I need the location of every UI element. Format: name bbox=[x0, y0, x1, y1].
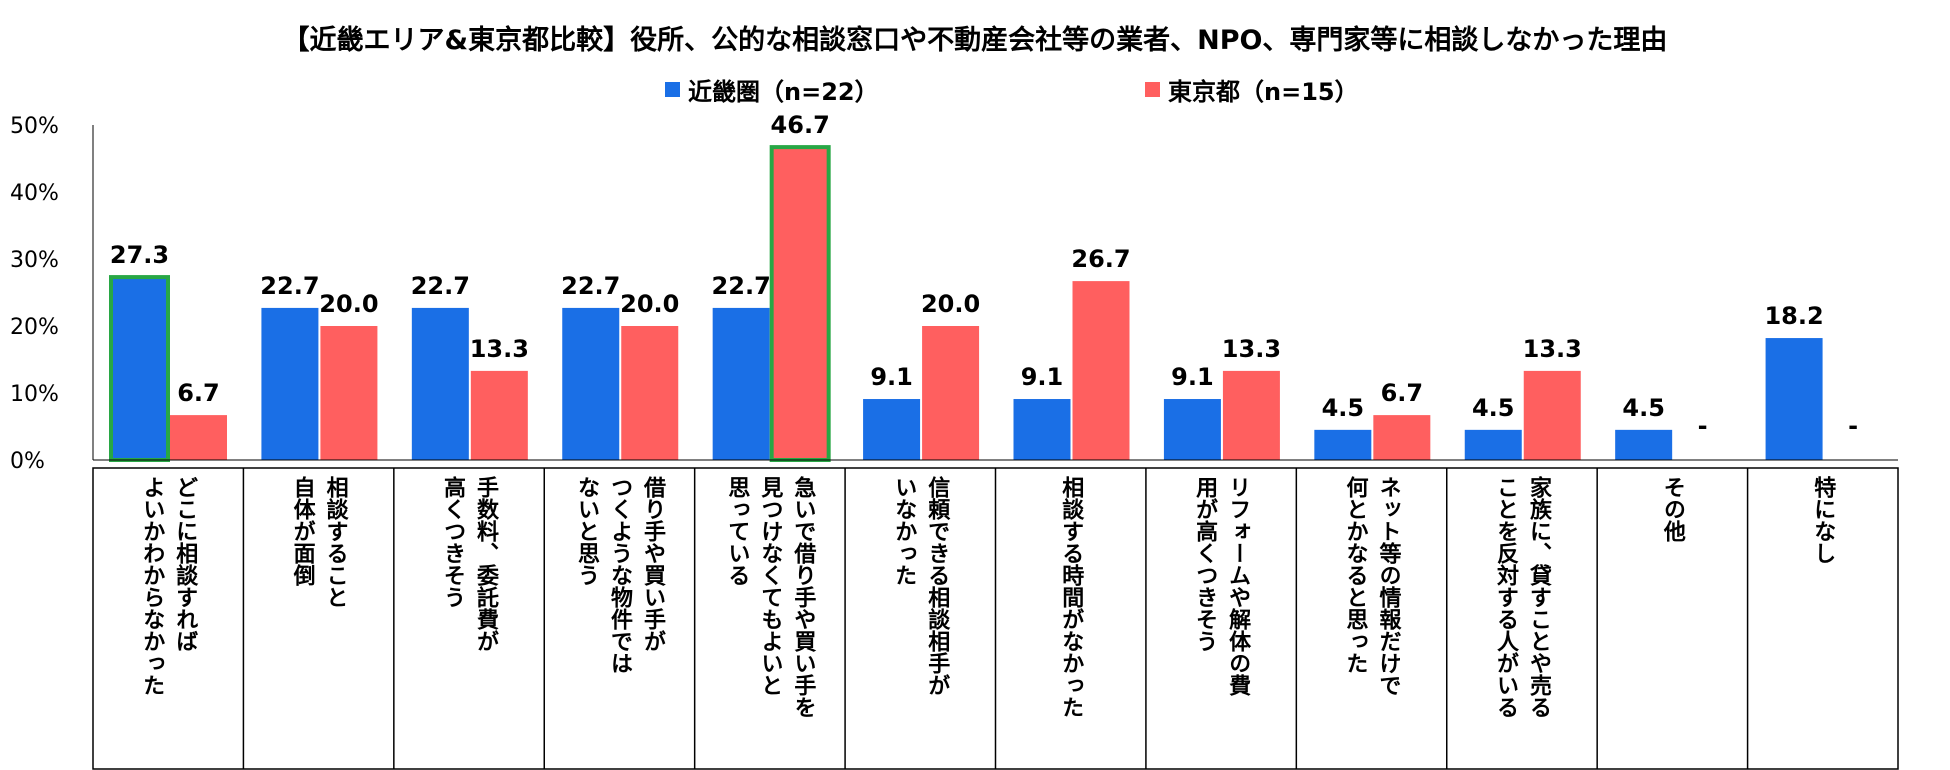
category-label: 相談する時間がなかった bbox=[1058, 476, 1084, 718]
data-label: 22.7 bbox=[712, 272, 771, 300]
data-label: 13.3 bbox=[470, 335, 529, 363]
data-label: 20.0 bbox=[319, 290, 378, 318]
data-label: 27.3 bbox=[110, 241, 169, 269]
legend-swatch-tokyo bbox=[1145, 82, 1160, 97]
bar-tokyo bbox=[1072, 281, 1130, 460]
data-label: 9.1 bbox=[1171, 363, 1214, 391]
bar-tokyo bbox=[320, 326, 378, 460]
bar-kinki bbox=[411, 307, 469, 460]
data-label: 13.3 bbox=[1523, 335, 1582, 363]
y-tick-label: 0% bbox=[10, 449, 45, 474]
data-label: 26.7 bbox=[1071, 245, 1130, 273]
bar-tokyo bbox=[1373, 415, 1431, 460]
chart-title: 【近畿エリア&東京都比較】役所、公的な相談窓口や不動産会社等の業者、NPO、専門… bbox=[282, 25, 1668, 56]
data-label: 20.0 bbox=[620, 290, 679, 318]
data-label: 4.5 bbox=[1322, 394, 1365, 422]
data-label: - bbox=[1848, 412, 1858, 440]
category-label: 手数料、委託費が 高くつきそう bbox=[440, 476, 499, 652]
bar-kinki bbox=[109, 275, 170, 462]
category-label: 信頼できる相談相手が いなかった bbox=[891, 476, 950, 696]
bar-kinki bbox=[1314, 429, 1372, 460]
category-label: ネット等の情報だけで 何とかなると思った bbox=[1342, 476, 1401, 696]
legend-label-tokyo: 東京都（n=15） bbox=[1168, 78, 1359, 106]
category-label: 家族に、貸すことや売る ことを反対する人がいる bbox=[1492, 476, 1551, 718]
data-label: 4.5 bbox=[1622, 394, 1665, 422]
data-label: 9.1 bbox=[1021, 363, 1064, 391]
data-label: 6.7 bbox=[177, 379, 220, 407]
bar-tokyo bbox=[922, 326, 980, 460]
bar-tokyo bbox=[621, 326, 679, 460]
data-label: 6.7 bbox=[1381, 379, 1424, 407]
data-label: 22.7 bbox=[561, 272, 620, 300]
bar-kinki bbox=[1464, 429, 1522, 460]
legend: 近畿圏（n=22） 東京都（n=15） bbox=[0, 72, 1950, 106]
bar-kinki bbox=[1615, 429, 1673, 460]
data-label: 4.5 bbox=[1472, 394, 1515, 422]
y-tick-label: 40% bbox=[10, 181, 59, 206]
legend-item-tokyo: 東京都（n=15） bbox=[1145, 72, 1359, 107]
bar-tokyo bbox=[1222, 370, 1280, 460]
bar-kinki bbox=[712, 307, 770, 460]
category-label: どこに相談すれば よいかわからなかった bbox=[139, 476, 198, 696]
data-label: 22.7 bbox=[411, 272, 470, 300]
bar-tokyo bbox=[470, 370, 528, 460]
bar-kinki bbox=[1163, 399, 1221, 460]
y-tick-label: 20% bbox=[10, 315, 59, 340]
bar-kinki bbox=[863, 399, 921, 460]
category-label: リフォームや解体の費 用が高くつきそう bbox=[1192, 476, 1251, 696]
legend-label-kinki: 近畿圏（n=22） bbox=[688, 78, 879, 106]
category-label: 特になし bbox=[1810, 476, 1836, 564]
bar-tokyo bbox=[769, 145, 831, 463]
bar-kinki bbox=[1765, 338, 1823, 460]
category-label: 急いで借り手や買い手を 見つけなくてもよいと 思っている bbox=[724, 476, 816, 718]
bar-tokyo bbox=[170, 415, 227, 460]
y-tick-label: 50% bbox=[10, 114, 59, 139]
bar-tokyo bbox=[1523, 370, 1581, 460]
category-label: 借り手や買い手が つくような物件では ないと思う bbox=[573, 476, 665, 674]
category-label: その他 bbox=[1659, 476, 1685, 542]
data-label: 9.1 bbox=[870, 363, 913, 391]
data-label: - bbox=[1698, 412, 1708, 440]
legend-item-kinki: 近畿圏（n=22） bbox=[665, 72, 879, 107]
bar-kinki bbox=[1013, 399, 1071, 460]
data-label: 18.2 bbox=[1764, 302, 1823, 330]
bar-kinki bbox=[562, 307, 620, 460]
data-label: 22.7 bbox=[260, 272, 319, 300]
data-label: 46.7 bbox=[771, 111, 830, 139]
bar-kinki bbox=[261, 307, 319, 460]
category-label: 相談すること 自体が面倒 bbox=[289, 476, 348, 608]
data-label: 20.0 bbox=[921, 290, 980, 318]
data-label: 13.3 bbox=[1222, 335, 1281, 363]
y-tick-label: 10% bbox=[10, 382, 59, 407]
legend-swatch-kinki bbox=[665, 82, 680, 97]
y-tick-label: 30% bbox=[10, 248, 59, 273]
